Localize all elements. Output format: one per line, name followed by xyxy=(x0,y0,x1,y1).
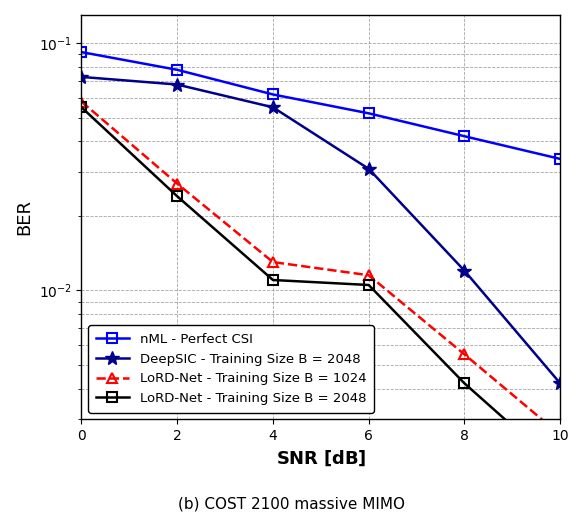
LoRD-Net - Training Size B = 1024 xyxy=(78,99,85,105)
nML - Perfect CSI xyxy=(461,133,468,139)
LoRD-Net - Training Size B = 1024 xyxy=(557,432,564,438)
nML - Perfect CSI xyxy=(557,156,564,162)
LoRD-Net - Training Size B = 2048 xyxy=(173,193,180,199)
LoRD-Net - Training Size B = 1024 xyxy=(269,259,276,265)
Line: LoRD-Net - Training Size B = 2048: LoRD-Net - Training Size B = 2048 xyxy=(77,102,565,473)
LoRD-Net - Training Size B = 2048 xyxy=(365,282,372,288)
LoRD-Net - Training Size B = 1024 xyxy=(461,351,468,357)
DeepSIC - Training Size B = 2048 xyxy=(365,166,372,172)
LoRD-Net - Training Size B = 2048 xyxy=(269,277,276,283)
Line: LoRD-Net - Training Size B = 1024: LoRD-Net - Training Size B = 1024 xyxy=(77,97,565,439)
nML - Perfect CSI xyxy=(78,49,85,55)
LoRD-Net - Training Size B = 2048 xyxy=(461,380,468,387)
DeepSIC - Training Size B = 2048 xyxy=(557,380,564,387)
DeepSIC - Training Size B = 2048 xyxy=(461,268,468,274)
LoRD-Net - Training Size B = 2048 xyxy=(78,104,85,111)
DeepSIC - Training Size B = 2048 xyxy=(78,74,85,80)
nML - Perfect CSI xyxy=(173,67,180,73)
nML - Perfect CSI xyxy=(269,91,276,98)
DeepSIC - Training Size B = 2048 xyxy=(173,81,180,87)
LoRD-Net - Training Size B = 2048 xyxy=(557,465,564,471)
Line: nML - Perfect CSI: nML - Perfect CSI xyxy=(77,47,565,164)
X-axis label: $\mathbf{SNR}$ $\mathbf{[dB]}$: $\mathbf{SNR}$ $\mathbf{[dB]}$ xyxy=(276,449,366,468)
Text: (b) COST 2100 massive MIMO: (b) COST 2100 massive MIMO xyxy=(179,497,405,512)
Line: DeepSIC - Training Size B = 2048: DeepSIC - Training Size B = 2048 xyxy=(75,70,567,390)
DeepSIC - Training Size B = 2048 xyxy=(269,104,276,111)
Y-axis label: BER: BER xyxy=(15,199,33,235)
nML - Perfect CSI xyxy=(365,110,372,116)
LoRD-Net - Training Size B = 1024 xyxy=(365,272,372,278)
Legend: nML - Perfect CSI, DeepSIC - Training Size B = 2048, LoRD-Net - Training Size B : nML - Perfect CSI, DeepSIC - Training Si… xyxy=(88,325,374,413)
LoRD-Net - Training Size B = 1024 xyxy=(173,180,180,187)
